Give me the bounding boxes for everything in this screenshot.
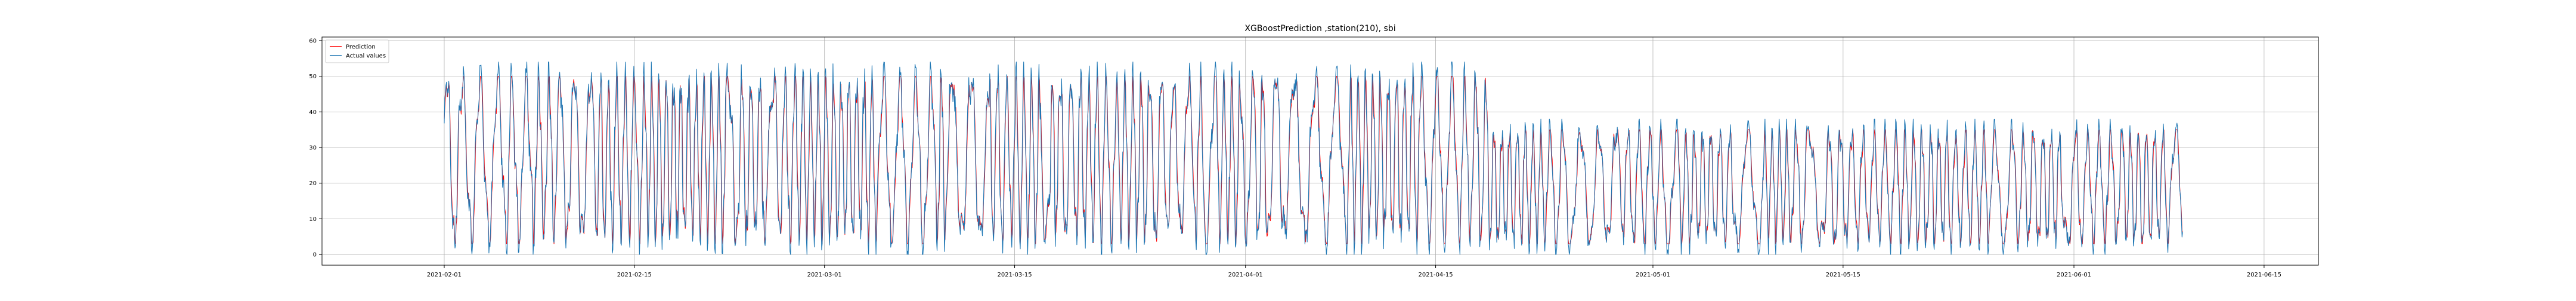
legend-label-actual-values: Actual values [346,53,386,60]
series-layer [444,62,2183,255]
x-tick-label: 2021-06-01 [2057,272,2091,278]
x-tick-label: 2021-05-15 [1826,272,1860,278]
grid [322,37,2318,265]
y-tick-label: 0 [313,252,317,259]
x-tick-label: 2021-05-01 [1636,272,1670,278]
y-axis: 0 10 20 30 40 50 60 [309,38,322,259]
legend-label-prediction: Prediction [346,44,376,51]
x-tick-label: 2021-04-15 [1419,272,1453,278]
y-tick-label: 40 [309,109,317,116]
y-tick-label: 10 [309,216,317,223]
x-tick-label: 2021-02-15 [617,272,652,278]
x-tick-label: 2021-04-01 [1228,272,1263,278]
series-line-actual-values [444,62,2183,255]
x-tick-label: 2021-03-15 [997,272,1032,278]
y-tick-label: 30 [309,145,317,152]
plot-frame [321,36,2319,266]
y-tick-label: 60 [309,38,317,44]
x-tick-label: 2021-03-01 [807,272,842,278]
legend: Prediction Actual values [325,39,389,63]
x-tick-label: 2021-02-01 [427,272,462,278]
legend-box [325,39,389,63]
y-tick-label: 20 [309,180,317,187]
x-axis: 2021-02-01 2021-02-15 2021-03-01 2021-03-15… [427,265,2281,278]
chart-title: XGBoostPrediction ,station(210), sbi [1244,24,1395,33]
y-tick-label: 50 [309,73,317,80]
x-tick-label: 2021-06-15 [2247,272,2281,278]
